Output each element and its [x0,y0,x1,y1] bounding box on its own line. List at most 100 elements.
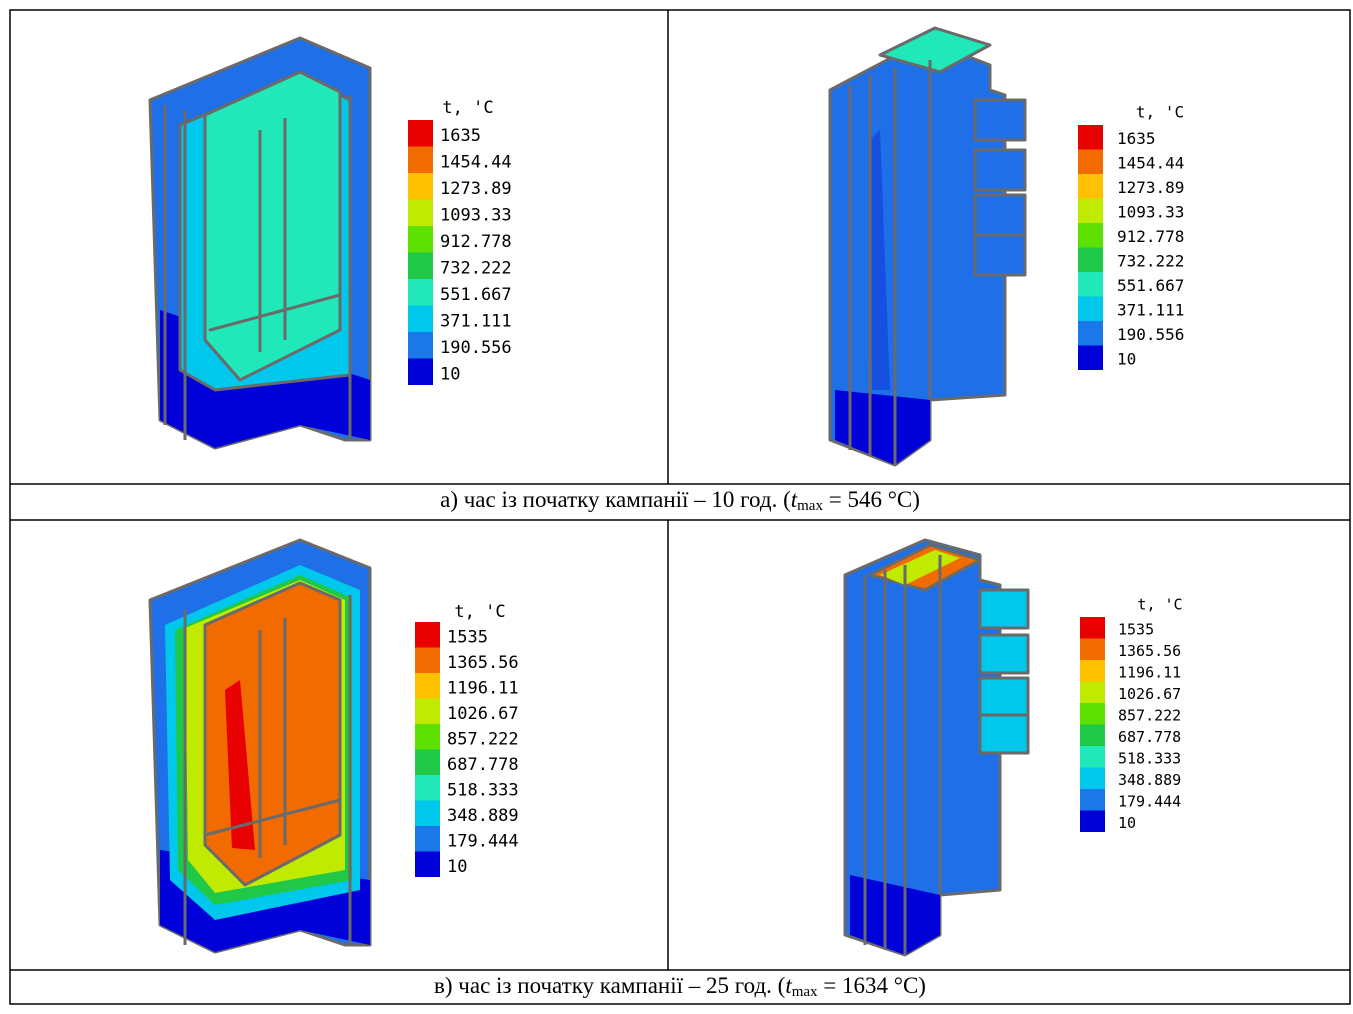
legend-label: 1026.67 [447,704,519,724]
caption-text: = 1634 °C) [818,973,926,998]
legend-swatch [1078,199,1103,224]
legend-label: 1026.67 [1118,685,1181,703]
legend-swatch [1080,682,1105,704]
legend-label: 518.333 [447,780,519,800]
model-view [830,28,1025,465]
legend-swatch [408,200,433,227]
legend-label: 912.778 [440,232,512,252]
legend-swatch [1078,150,1103,175]
caption-subscript: max [792,984,818,1000]
model-view [845,540,1028,955]
legend-label: 732.222 [440,258,512,278]
legend-swatch [415,801,440,827]
legend-swatch [1078,297,1103,322]
caption-text: в) час із початку кампанії – 25 год. ( [434,973,785,998]
legend-label: 1093.33 [440,205,512,225]
legend-swatch [408,359,433,386]
legend-label: 371.111 [1117,301,1184,320]
legend-label: 10 [1118,814,1136,832]
legend-label: 1273.89 [1117,178,1184,197]
legend-label: 348.889 [1118,771,1181,789]
legend-swatch [408,279,433,306]
legend-swatch [1080,789,1105,811]
legend-swatch [415,852,440,878]
legend-label: 687.778 [1118,728,1181,746]
legend-swatch [408,173,433,200]
legend-swatch [415,648,440,674]
color-legend: t, 'C 1635 1454.44 1273.89 1093.33 912.778 732… [1078,103,1184,371]
legend-label: 179.444 [1118,792,1181,810]
legend-label: 1635 [440,126,481,146]
legend-label: 1454.44 [1117,154,1184,173]
legend-swatch [1080,811,1105,833]
caption-text: а) час із початку кампанії – 10 год. ( [440,487,791,512]
legend-label: 912.778 [1117,227,1184,246]
legend-label: 1365.56 [1118,642,1181,660]
legend-swatch [1080,617,1105,639]
legend-label: 518.333 [1118,749,1181,767]
legend-label: 1635 [1117,129,1156,148]
legend-label: 190.556 [440,338,512,358]
legend-swatch [415,699,440,725]
legend-swatch [408,120,433,147]
legend-swatch [408,253,433,280]
legend-label: 179.444 [447,831,519,851]
legend-swatch [1078,174,1103,199]
color-legend: t, 'C 1635 1454.44 1273.89 1093.33 912.778 732… [408,98,512,385]
figure: t, 'C 1635 1454.44 1273.89 1093.33 912.778 732… [0,0,1353,1014]
legend-label: 1535 [1118,620,1154,638]
legend-swatch [1078,125,1103,150]
legend-swatch [1080,703,1105,725]
legend-swatch [408,306,433,333]
legend-label: 1196.11 [1118,663,1181,681]
color-legend: t, 'C 1535 1365.56 1196.11 1026.67 857.222 687… [1080,596,1183,833]
legend-swatch [415,826,440,852]
legend-label: 1273.89 [440,179,512,199]
legend-label: 1365.56 [447,653,519,673]
legend-swatch [1080,660,1105,682]
caption-text: = 546 °C) [823,487,920,512]
legend-swatch [408,332,433,359]
model-view [150,38,370,448]
legend-label: 687.778 [447,755,519,775]
model-view [150,540,370,952]
legend-swatch [1078,346,1103,371]
legend-label: 1454.44 [440,152,512,172]
legend-label: 10 [440,364,460,384]
color-legend: t, 'C 1535 1365.56 1196.11 1026.67 857.222 687… [415,602,519,877]
legend-swatch [415,622,440,648]
legend-label: 348.889 [447,806,519,826]
legend-swatch [415,724,440,750]
legend-swatch [408,226,433,253]
legend-swatch [1080,639,1105,661]
legend-swatch [1078,248,1103,273]
legend-label: 371.111 [440,311,512,331]
legend-label: 551.667 [1117,276,1184,295]
legend-label: 190.556 [1117,325,1184,344]
legend-label: 1196.11 [447,678,519,698]
legend-label: 857.222 [1118,706,1181,724]
legend-title: t, 'C [454,602,505,622]
legend-swatch [1078,223,1103,248]
legend-label: 10 [447,857,467,877]
legend-swatch [1078,321,1103,346]
legend-swatch [1080,746,1105,768]
page: {"colors": ["#e80000", "#f26b00", "#ffc0… [0,0,1353,1014]
legend-swatch [408,147,433,174]
legend-title: t, 'C [442,98,493,118]
legend-label: 1093.33 [1117,203,1184,222]
legend-label: 1535 [447,627,488,647]
legend-swatch [1080,768,1105,790]
legend-title: t, 'C [1136,103,1184,122]
legend-label: 857.222 [447,729,519,749]
caption: в) час із початку кампанії – 25 год. (tm… [434,973,926,1000]
legend-swatch [415,775,440,801]
legend-label: 551.667 [440,285,512,305]
legend-swatch [415,673,440,699]
caption: а) час із початку кампанії – 10 год. (tm… [440,487,920,514]
caption-subscript: max [797,498,823,514]
legend-swatch [1078,272,1103,297]
legend-swatch [1080,725,1105,747]
legend-label: 732.222 [1117,252,1184,271]
legend-title: t, 'C [1137,596,1182,614]
